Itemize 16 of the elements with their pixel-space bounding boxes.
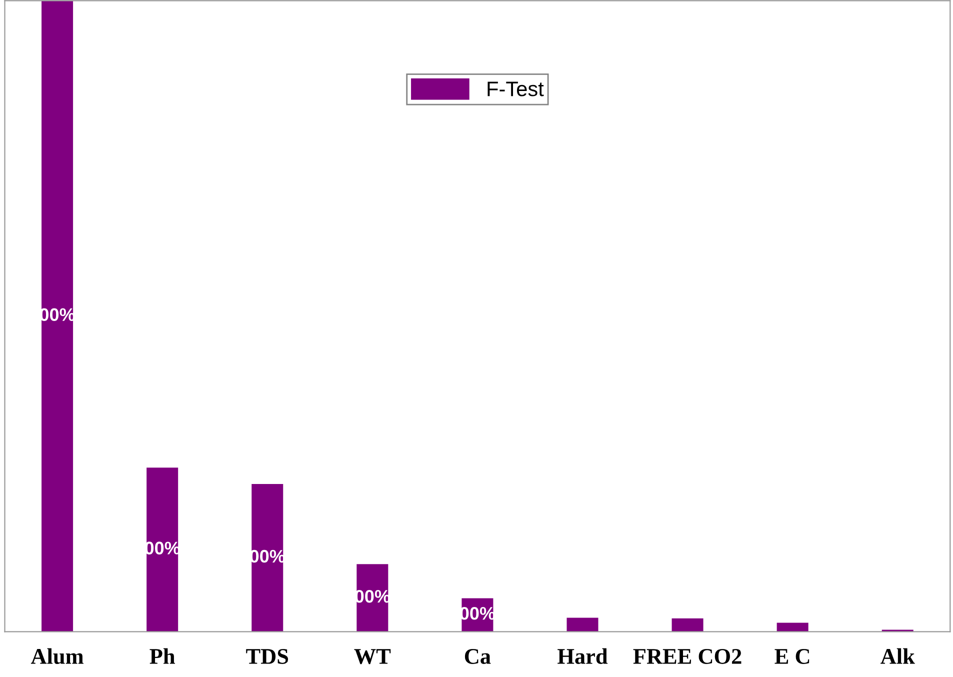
legend-label: F-Test	[488, 82, 544, 96]
x-tick-label: Alk	[880, 648, 915, 664]
x-tick-label: Hard	[558, 648, 608, 664]
bar	[252, 484, 284, 632]
x-tick-label: FREE CO2	[633, 649, 742, 664]
x-tick-label: E C	[774, 649, 810, 664]
bar	[672, 618, 704, 632]
x-tick-label: Alum	[30, 648, 84, 664]
x-tick-label: WT	[354, 649, 391, 664]
x-tick-label: TDS	[246, 649, 288, 664]
x-tick-label: Ca	[464, 649, 491, 664]
x-tick-label: Ph	[150, 648, 175, 664]
bar	[776, 622, 808, 632]
bar	[146, 468, 178, 632]
bar	[566, 618, 598, 632]
bar	[42, 0, 74, 632]
